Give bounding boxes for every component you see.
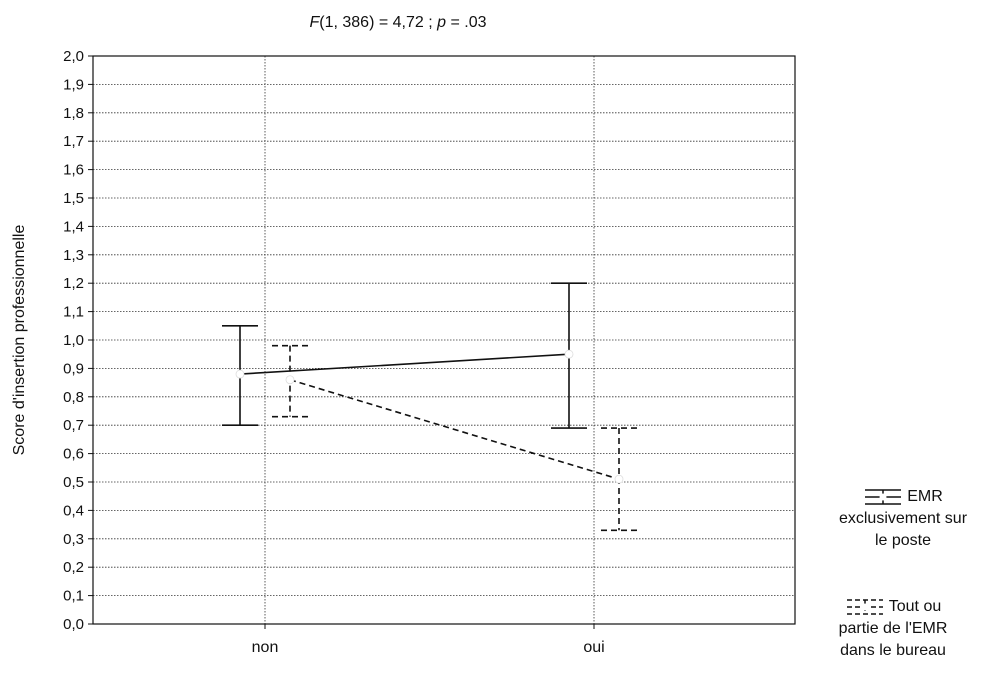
y-tick-label: 1,9 [63,76,84,93]
legend-text-2b: partie de l'EMR [838,620,948,638]
y-tick-label: 0,6 [63,446,84,463]
y-tick-label: 1,2 [63,275,84,292]
x-axis-ticks: non oui [252,624,605,656]
y-tick-label: 0,7 [63,417,84,434]
y-tick-label: 0,0 [63,616,84,633]
y-tick-label: 0,8 [63,389,84,406]
y-tick-label: 1,6 [63,162,84,179]
y-tick-label: 0,3 [63,531,84,548]
series-line-1 [239,353,570,375]
series-layer [222,282,637,532]
y-axis-ticks: 0,0 0,1 0,2 0,3 0,4 0,5 0,6 0,7 0,8 0,9 1,0 1,1 1,2 1… [63,48,93,633]
grid-lines [93,56,795,624]
legend-swatch-dashed-icon [846,599,883,615]
data-point [235,369,245,379]
y-tick-label: 1,3 [63,247,84,264]
series-line-2 [289,378,620,480]
series-2 [272,344,637,532]
y-tick-label: 0,2 [63,559,84,576]
y-tick-label: 1,7 [63,133,84,150]
legend-line-1: EMR [828,486,978,508]
series-1 [222,282,587,429]
y-tick-label: 1,0 [63,332,84,349]
legend-item-series-1: EMR exclusivement sur le poste [828,486,978,552]
legend-line-2: Tout ou [818,596,968,618]
data-point [614,474,624,484]
y-tick-label: 1,4 [63,218,84,235]
legend-text-1a: EMR [907,488,943,506]
y-axis-label: Score d'insertion professionnelle [11,225,28,456]
x-tick-label-oui: oui [583,639,604,656]
x-tick-label-non: non [252,639,279,656]
chart-title: F(1, 386) = 4,72 ; p = .03 [309,14,486,31]
y-tick-label: 0,9 [63,360,84,377]
y-tick-label: 0,1 [63,588,84,605]
plot-frame [92,55,796,625]
legend-text-1c: le poste [874,532,932,550]
y-tick-label: 0,5 [63,474,84,491]
y-tick-label: 1,5 [63,190,84,207]
legend-item-series-2: Tout ou partie de l'EMR dans le bureau [818,596,968,662]
y-tick-label: 1,1 [63,304,84,321]
legend-text-1b: exclusivement sur [838,510,968,528]
legend-text-2a: Tout ou [888,598,942,616]
y-tick-label: 1,8 [63,105,84,122]
data-point [285,375,295,385]
y-tick-label: 0,4 [63,502,84,519]
legend-swatch-solid-icon [865,489,902,505]
legend-text-2c: dans le bureau [840,642,946,660]
y-tick-label: 2,0 [63,48,84,65]
data-point [564,349,574,359]
